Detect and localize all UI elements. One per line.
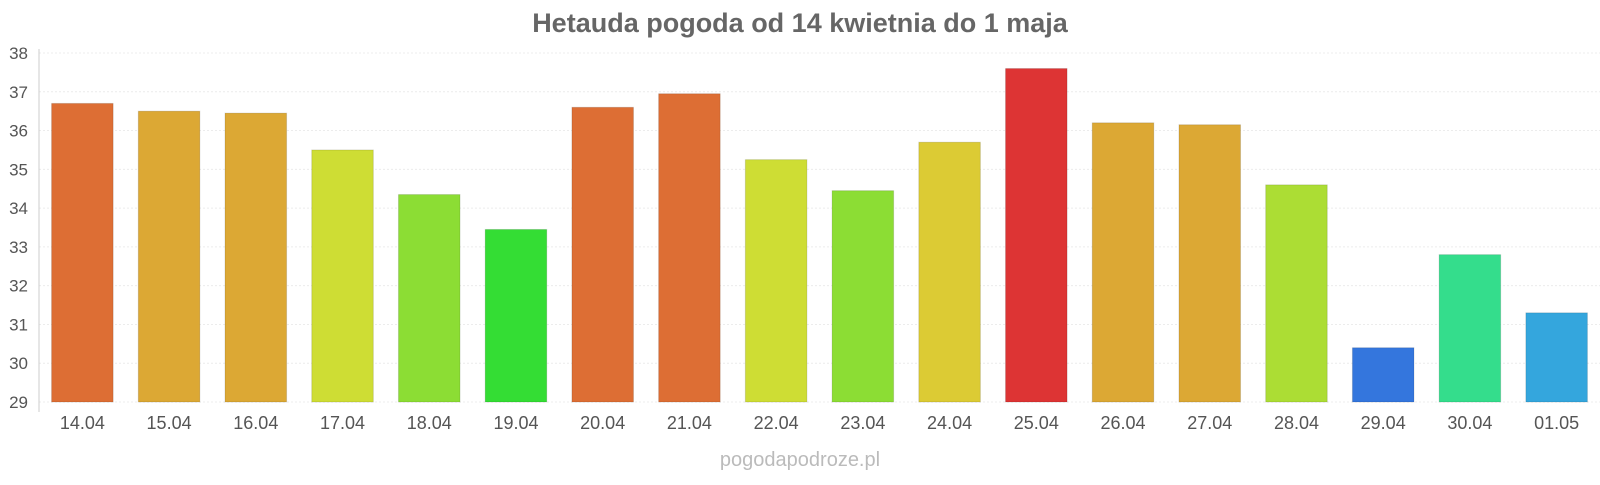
bar-15.04[interactable] — [137, 110, 201, 403]
bar-16.04[interactable] — [224, 112, 288, 403]
y-tick-label: 30 — [9, 354, 28, 373]
x-tick-label: 23.04 — [840, 413, 885, 433]
bar-24.04[interactable] — [918, 141, 981, 403]
x-tick-label: 30.04 — [1447, 413, 1492, 433]
x-tick-label: 16.04 — [233, 413, 278, 433]
bar-29.04[interactable] — [1351, 347, 1415, 403]
x-tick-label: 22.04 — [754, 413, 799, 433]
y-tick-label: 32 — [9, 277, 28, 296]
y-tick-label: 38 — [9, 44, 28, 63]
x-tick-label: 15.04 — [147, 413, 192, 433]
x-tick-label: 14.04 — [60, 413, 105, 433]
bar-14.04[interactable] — [51, 102, 114, 403]
y-tick-label: 31 — [9, 315, 28, 334]
x-axis-ticks: 14.04 15.04 16.04 17.04 18.04 19.04 20.04 21.04… — [60, 413, 1579, 433]
x-tick-label: 19.04 — [493, 413, 538, 433]
chart-title: Hetauda pogoda od 14 kwietnia do 1 maja — [532, 8, 1069, 38]
x-tick-label: 28.04 — [1274, 413, 1319, 433]
bar-27.04[interactable] — [1178, 124, 1242, 403]
y-tick-label: 36 — [9, 122, 28, 141]
bar-23.04[interactable] — [831, 190, 895, 403]
x-tick-label: 01.05 — [1534, 413, 1579, 433]
bar-17.04[interactable] — [311, 149, 374, 403]
bars — [51, 68, 1588, 403]
x-tick-label: 18.04 — [407, 413, 452, 433]
y-tick-label: 37 — [9, 83, 28, 102]
bar-20.04[interactable] — [571, 106, 634, 403]
bar-19.04[interactable] — [484, 228, 548, 403]
x-tick-label: 21.04 — [667, 413, 712, 433]
gridlines — [39, 52, 1600, 403]
y-tick-label: 35 — [9, 160, 28, 179]
y-tick-label: 34 — [9, 199, 28, 218]
x-tick-label: 20.04 — [580, 413, 625, 433]
x-tick-label: 26.04 — [1101, 413, 1146, 433]
bar-30.04[interactable] — [1438, 254, 1502, 403]
watermark-text: pogodapodroze.pl — [720, 449, 880, 471]
y-axis-ticks: 29 30 31 32 33 34 35 36 37 38 — [9, 44, 28, 412]
x-tick-label: 17.04 — [320, 413, 365, 433]
bar-28.04[interactable] — [1265, 184, 1328, 403]
x-tick-label: 27.04 — [1187, 413, 1232, 433]
x-tick-label: 24.04 — [927, 413, 972, 433]
bar-26.04[interactable] — [1091, 122, 1155, 403]
bar-22.04[interactable] — [744, 159, 808, 403]
x-tick-label: 29.04 — [1361, 413, 1406, 433]
bar-21.04[interactable] — [658, 93, 721, 403]
x-tick-label: 25.04 — [1014, 413, 1059, 433]
y-tick-label: 33 — [9, 238, 28, 257]
bar-25.04[interactable] — [1005, 68, 1068, 403]
y-tick-label: 29 — [9, 393, 28, 412]
bar-01.05[interactable] — [1525, 312, 1588, 403]
bar-18.04[interactable] — [397, 194, 461, 403]
